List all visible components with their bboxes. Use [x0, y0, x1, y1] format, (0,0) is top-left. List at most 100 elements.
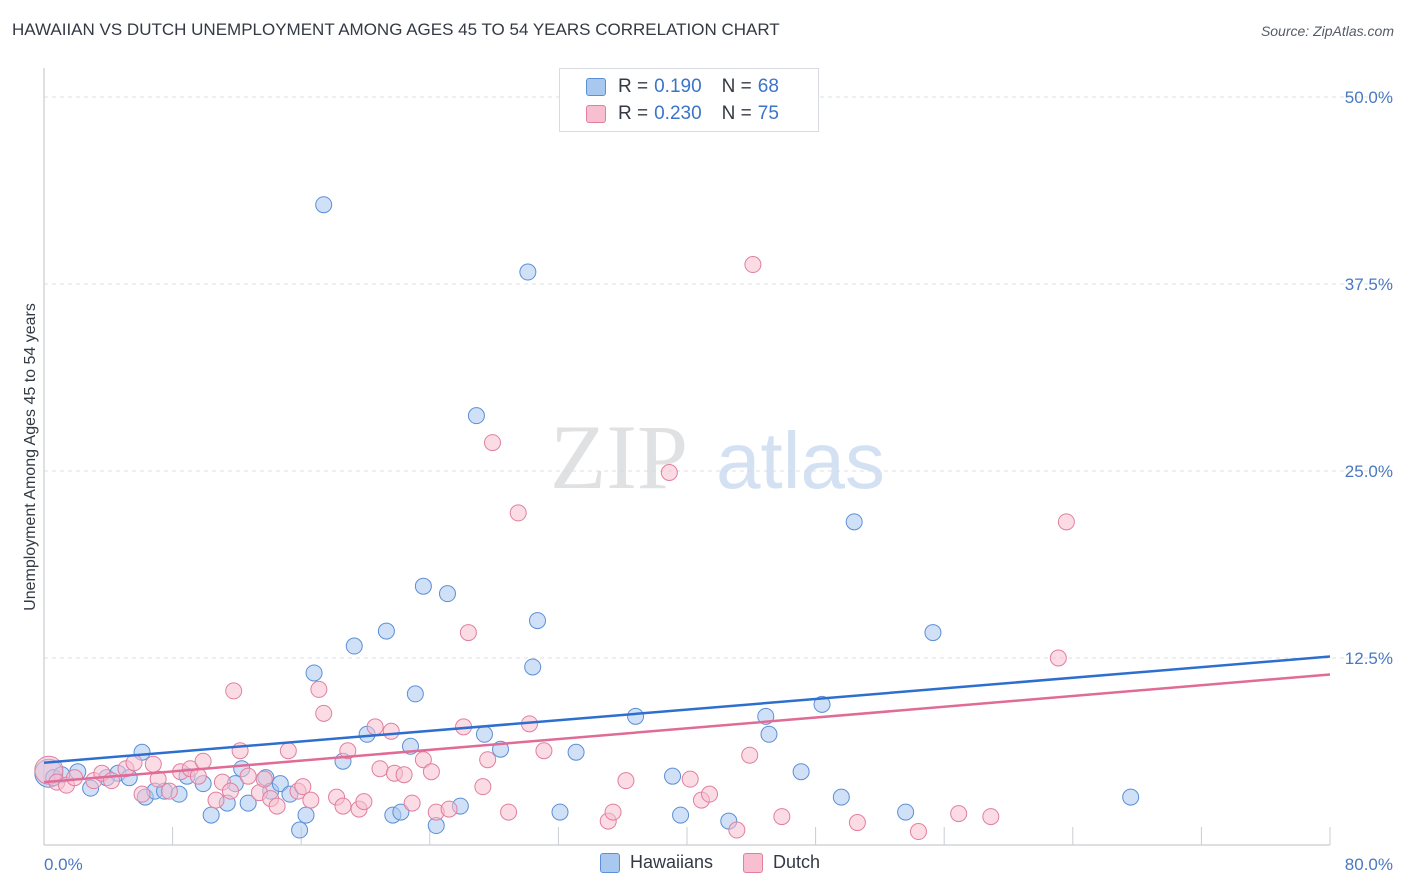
axes: [43, 68, 1331, 846]
data-point: [345, 637, 363, 655]
series-label-dutch: Dutch: [773, 852, 821, 872]
data-point: [310, 680, 328, 698]
legend-r-label: R =: [618, 76, 649, 97]
data-point: [371, 760, 389, 778]
data-point: [305, 664, 323, 682]
data-point: [617, 772, 635, 790]
trend-line-hawaiians: [43, 655, 1331, 764]
data-point: [125, 754, 143, 772]
data-point: [440, 800, 458, 818]
data-point: [982, 808, 1000, 826]
data-point: [149, 770, 167, 788]
data-point: [897, 803, 915, 821]
data-point: [744, 256, 762, 274]
data-point: [773, 808, 791, 826]
series-legend-dutch[interactable]: Dutch: [743, 852, 820, 873]
data-point: [339, 742, 357, 760]
data-point: [551, 803, 569, 821]
legend-swatch-hawaiians: [586, 78, 606, 96]
data-point: [355, 793, 373, 811]
series-swatch-hawaiians: [600, 852, 620, 873]
data-point: [924, 624, 942, 642]
legend: R = 0.190 N = 68 R = 0.230 N = 75: [559, 68, 819, 132]
data-point: [239, 767, 257, 785]
data-point: [133, 785, 151, 803]
data-point: [845, 513, 863, 531]
data-point: [681, 770, 699, 788]
data-point: [832, 788, 850, 806]
data-point: [239, 794, 257, 812]
data-point: [760, 725, 778, 743]
data-point: [315, 704, 333, 722]
data-point: [467, 407, 485, 425]
data-point: [403, 794, 421, 812]
data-point: [294, 778, 312, 796]
y-tick-label: 25.0%: [1345, 462, 1393, 481]
legend-r-value: 0.230: [654, 103, 702, 124]
data-point: [519, 263, 537, 281]
legend-n-value: 68: [757, 76, 779, 97]
series-swatch-dutch: [743, 852, 764, 873]
data-point: [382, 722, 400, 740]
data-point: [414, 751, 432, 769]
legend-r-value: 0.190: [654, 76, 702, 97]
x-tick-label: 0.0%: [44, 855, 83, 874]
data-point: [1057, 513, 1075, 531]
data-point: [202, 806, 220, 824]
zipatlas-watermark: ZIP atlas: [550, 406, 885, 508]
data-point: [535, 742, 553, 760]
chart-title: HAWAIIAN VS DUTCH UNEMPLOYMENT AMONG AGE…: [12, 20, 780, 39]
data-point: [255, 770, 273, 788]
legend-row-hawaiians: R = 0.190 N = 68: [586, 75, 779, 99]
y-tick-label: 12.5%: [1345, 649, 1393, 668]
data-point: [377, 622, 395, 640]
source-label: Source: ZipAtlas.com: [1260, 23, 1394, 39]
y-axis-label: Unemployment Among Ages 45 to 54 years: [22, 303, 39, 611]
data-point: [529, 612, 547, 630]
data-point: [291, 821, 309, 839]
data-point: [268, 797, 286, 815]
data-point: [627, 707, 645, 725]
data-point: [792, 763, 810, 781]
data-point: [509, 504, 527, 522]
y-tick-label: 37.5%: [1345, 275, 1393, 294]
legend-r-label: R =: [618, 103, 649, 124]
legend-n-label: N =: [721, 103, 752, 124]
tick-labels: 12.5% 25.0% 37.5% 50.0% 0.0% 80.0%: [44, 88, 1393, 874]
data-point: [225, 682, 243, 700]
data-point: [672, 806, 690, 824]
data-point: [1122, 788, 1140, 806]
data-point: [524, 658, 542, 676]
data-point: [406, 685, 424, 703]
data-point: [271, 775, 289, 793]
series-legend-hawaiians[interactable]: Hawaiians: [600, 852, 713, 873]
data-point: [1049, 649, 1067, 667]
legend-row-dutch: R = 0.230 N = 75: [586, 102, 779, 126]
series-legend: Hawaiians Dutch: [600, 852, 850, 873]
legend-swatch-dutch: [586, 105, 606, 123]
data-point: [475, 725, 493, 743]
x-tick-label: 80.0%: [1345, 855, 1393, 874]
data-points: [34, 196, 1140, 841]
y-tick-label: 50.0%: [1345, 88, 1393, 107]
data-point: [459, 624, 477, 642]
data-point: [66, 769, 84, 787]
data-point: [813, 695, 831, 713]
data-point: [950, 805, 968, 823]
data-point: [909, 823, 927, 841]
data-point: [315, 196, 333, 214]
data-point: [302, 791, 320, 809]
data-point: [207, 791, 225, 809]
data-point: [194, 752, 212, 770]
data-point: [567, 743, 585, 761]
data-point: [160, 782, 178, 800]
watermark-zip: ZIP: [550, 406, 688, 508]
data-point: [479, 751, 497, 769]
data-point: [728, 821, 746, 839]
data-point: [221, 782, 239, 800]
data-point: [701, 785, 719, 803]
data-point: [392, 803, 410, 821]
data-point: [395, 766, 413, 784]
data-point: [604, 803, 622, 821]
